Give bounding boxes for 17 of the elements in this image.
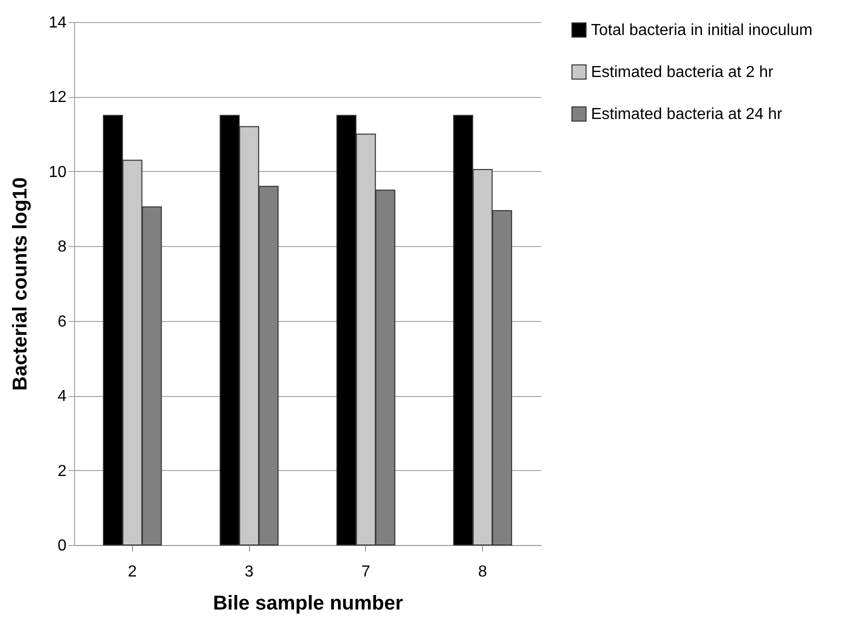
x-tick-label: 7 [361, 564, 370, 580]
x-tick-label: 8 [478, 564, 488, 580]
y-tick-label: 14 [48, 14, 67, 32]
x-axis-title: Bile sample number [212, 592, 404, 614]
y-tick-label: 6 [58, 313, 67, 330]
y-tick-label: 4 [58, 388, 67, 406]
y-tick-label: 10 [48, 164, 67, 181]
legend-label: Total bacteria in initial inoculum [591, 22, 812, 39]
x-tick-label: 3 [244, 564, 254, 580]
x-tick-label: 2 [128, 564, 137, 580]
y-tick-label: 2 [58, 462, 67, 480]
legend-label: Estimated bacteria at 24 hr [591, 106, 783, 123]
y-tick-label: 12 [48, 89, 67, 106]
y-tick-label: 0 [58, 538, 67, 554]
y-tick-label: 8 [58, 238, 67, 256]
y-axis-title: Bacterial counts log10 [10, 177, 32, 391]
legend-label: Estimated bacteria at 2 hr [591, 64, 774, 81]
